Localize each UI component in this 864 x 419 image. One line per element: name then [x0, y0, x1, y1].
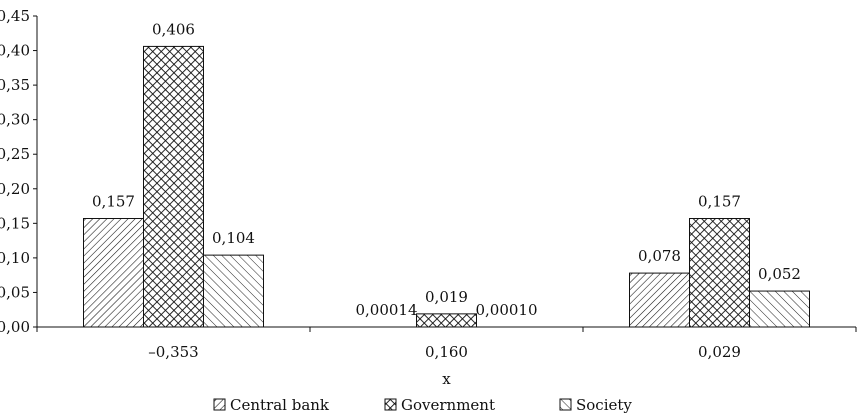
bar: [416, 313, 477, 328]
y-tick-label: 0,05: [0, 283, 30, 301]
y-tick-label: 0,10: [0, 249, 30, 267]
legend-swatch: [559, 398, 572, 411]
bar: [143, 45, 204, 328]
data-label: 0,00014: [355, 301, 417, 319]
bar: [203, 254, 264, 328]
data-label: 0,052: [758, 265, 801, 283]
bar: [749, 290, 810, 328]
bar: [689, 217, 750, 328]
legend-label: Society: [576, 396, 632, 414]
data-labels: 0,157 0,406 0,104 0,00014 0,019 0,00010 0,078 0…: [92, 20, 801, 319]
y-tick-label: 0,25: [0, 145, 30, 163]
bars: [83, 45, 810, 328]
data-label: 0,019: [425, 288, 468, 306]
bar: [629, 272, 690, 328]
y-tick-label: 0,15: [0, 214, 30, 232]
x-tick-label: 0,160: [425, 343, 468, 361]
y-tick-label: 0,45: [0, 7, 30, 25]
legend-label: Government: [401, 396, 495, 414]
data-label: 0,157: [698, 192, 741, 210]
y-tick-label: 0,30: [0, 111, 30, 129]
x-tick-label: 0,029: [698, 343, 741, 361]
y-tick-label: 0,20: [0, 180, 30, 198]
y-tick-label: 0,35: [0, 76, 30, 94]
legend: Central bank Government Society: [213, 396, 632, 414]
x-axis-title: x: [442, 370, 451, 388]
y-tick-label: 0,40: [0, 42, 30, 60]
y-axis: 0,00 0,05 0,10 0,15 0,20 0,25 0,30 0,35 0,40 0,45: [0, 7, 38, 336]
data-label: 0,078: [638, 247, 681, 265]
bar: [83, 217, 144, 328]
legend-swatch: [213, 398, 226, 411]
x-tick-label: –0,353: [148, 343, 198, 361]
data-label: 0,00010: [475, 301, 537, 319]
data-label: 0,157: [92, 192, 135, 210]
data-label: 0,406: [152, 20, 195, 38]
data-label: 0,104: [212, 229, 255, 247]
legend-swatch: [384, 398, 397, 411]
x-axis: –0,353 0,160 0,029: [36, 326, 857, 361]
legend-label: Central bank: [230, 396, 330, 414]
y-tick-label: 0,00: [0, 318, 30, 336]
